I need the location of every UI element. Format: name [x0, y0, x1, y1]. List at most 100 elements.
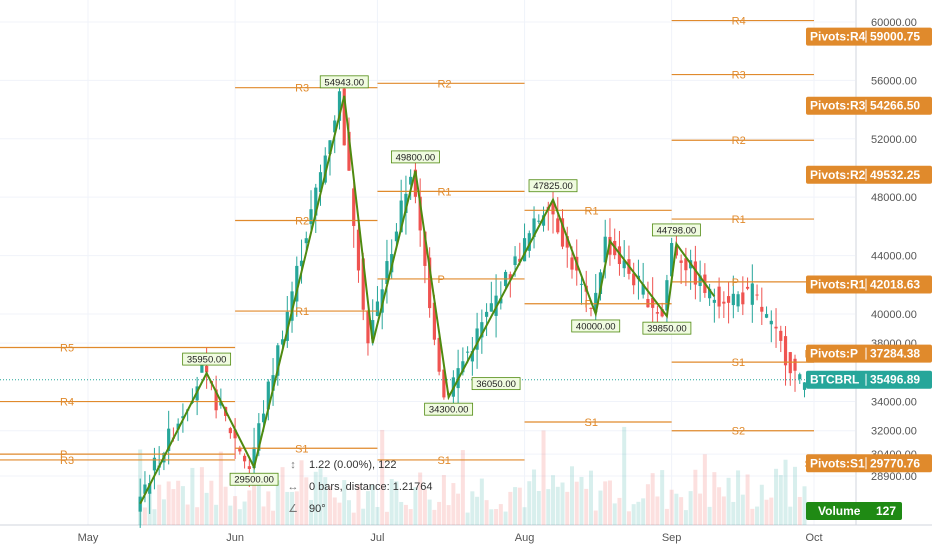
candle-body [598, 272, 603, 295]
swing-label-box [182, 352, 232, 366]
pivot-level-label: R1 [295, 306, 309, 318]
volume-bar [361, 508, 366, 525]
candle-body [437, 337, 441, 372]
candle-body [200, 365, 204, 373]
candle-body [276, 345, 280, 376]
y-tick-label: 34000.00 [871, 397, 917, 409]
candle-body [579, 283, 584, 285]
volume-bar [271, 510, 276, 525]
volume-bar [664, 508, 669, 525]
volume-bar [655, 496, 660, 525]
candle-body [138, 496, 142, 512]
candle-body [385, 261, 389, 284]
candle-body [333, 120, 337, 133]
volume-bar [451, 483, 456, 525]
swing-label: 39850.00 [647, 324, 687, 335]
volume-bar [460, 450, 465, 525]
candle-body [651, 297, 655, 308]
candle-body [314, 187, 318, 216]
pivot-badge-label: Pivots:R4 [810, 30, 866, 44]
candle-body [238, 447, 242, 452]
candle-body [233, 429, 237, 439]
volume-bar [603, 481, 608, 525]
candle-body [679, 260, 683, 263]
volume-bar [394, 481, 399, 525]
pivot-badge [806, 165, 932, 184]
candle-body [499, 298, 503, 304]
volume-bar [399, 501, 404, 525]
volume-bar [631, 504, 636, 525]
candle-body [774, 326, 778, 329]
candle-body [783, 336, 788, 366]
candle-body [736, 294, 740, 307]
y-tick-label: 32000.00 [871, 426, 917, 438]
volume-bar [266, 491, 271, 525]
last-price-badge-label: BTCBRL [810, 373, 859, 387]
x-tick-label: Oct [805, 532, 822, 544]
volume-bar [441, 475, 446, 525]
pivot-badge-label: Pivots:R1 [810, 277, 866, 291]
candle-body [793, 358, 797, 371]
bars-range-icon: ↔ [287, 481, 299, 493]
pivot-level-label: R1 [585, 205, 599, 217]
candle-body [432, 302, 436, 340]
pivot-level-label: S1 [295, 443, 308, 455]
candle-body [466, 351, 470, 353]
candle-body [181, 416, 185, 419]
volume-badge-label: Volume [818, 504, 861, 518]
volume-bar [555, 486, 560, 525]
volume-bar [522, 507, 527, 525]
volume-bar [280, 467, 285, 525]
y-tick-label: 52000.00 [871, 134, 917, 146]
volume-bar [157, 484, 162, 525]
candle-body [309, 209, 313, 225]
candle-body [148, 483, 152, 494]
volume-bar [740, 494, 745, 525]
pivot-level-label: P [732, 277, 739, 289]
volume-bar [190, 467, 195, 525]
volume-bar [176, 480, 181, 525]
volume-bar [180, 486, 185, 525]
volume-bar [166, 481, 171, 525]
volume-bar [498, 504, 503, 525]
candle-body [299, 260, 304, 267]
volume-bar [375, 506, 380, 525]
pivot-level-label: S2 [732, 426, 745, 438]
candle-body [513, 256, 517, 266]
volume-bar [721, 496, 726, 525]
pivot-level-label: R3 [60, 455, 74, 467]
volume-bar [641, 498, 646, 525]
volume-bar [351, 512, 356, 525]
candle-body [247, 466, 251, 470]
measure-tooltip: ↕ 1.22 (0.00%), 122 ↔ 0 bars, distance: … [285, 454, 455, 520]
pivot-level-label: R4 [732, 16, 746, 28]
swing-label-box [391, 150, 440, 164]
pivot-badge-value: 49532.25 [870, 168, 920, 182]
candle-body [537, 220, 541, 222]
candle-body [603, 236, 607, 263]
candle-body [176, 423, 180, 430]
candle-body [257, 423, 261, 451]
volume-bar [427, 499, 432, 525]
volume-bar [588, 470, 593, 525]
candle-body [252, 447, 256, 469]
volume-bar [731, 501, 736, 525]
volume-bar [788, 506, 793, 525]
candle-body [342, 88, 346, 146]
measure-price-change: 1.22 (0.00%), 122 [309, 459, 397, 471]
candle-body [745, 286, 750, 289]
volume-bar [579, 476, 584, 525]
candle-body [731, 293, 735, 306]
volume-bar [636, 501, 641, 525]
candle-body [361, 258, 365, 310]
volume-bar [199, 467, 204, 525]
candle-body [323, 155, 327, 183]
volume-bar [607, 480, 612, 525]
pivot-level-label: R3 [295, 83, 309, 95]
volume-bar [712, 472, 717, 525]
volume-bar [622, 426, 627, 525]
candle-body [760, 306, 764, 312]
y-tick-label: 60000.00 [871, 17, 917, 29]
